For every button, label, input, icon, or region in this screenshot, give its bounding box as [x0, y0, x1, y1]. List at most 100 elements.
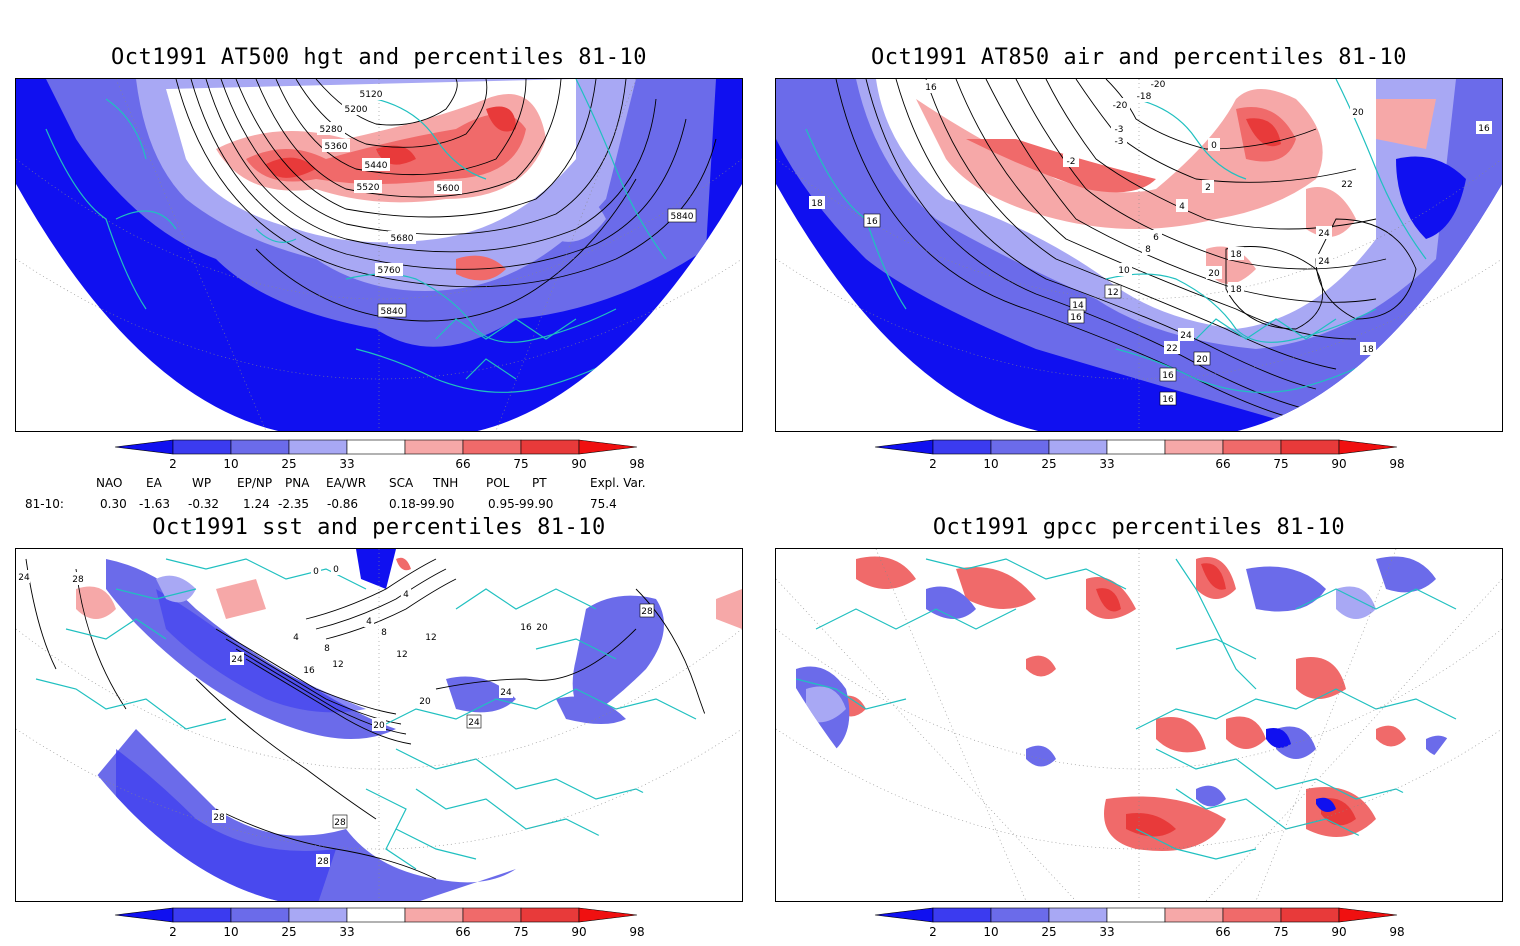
colorbar-label: 98 [629, 457, 644, 471]
colorbar-segment [288, 907, 348, 923]
colorbar-label: 75 [513, 457, 528, 471]
colorbar-segment [990, 439, 1050, 455]
colorbar-label: 2 [929, 925, 937, 939]
contour-label: 24 [231, 655, 243, 665]
contour-label: 16 [866, 217, 878, 227]
colorbar-segment [1222, 439, 1282, 455]
contour-label: 24 [1318, 229, 1330, 239]
tele-value: -0.32 [188, 497, 220, 511]
contour-labels: 16 -20 -18 -20 -3 -3 -2 0 2 4 6 8 10 12 … [809, 79, 1492, 406]
contour-label: 8 [381, 628, 387, 638]
colorbar-segment [462, 907, 522, 923]
colorbar-label: 66 [1215, 457, 1230, 471]
contour-label: 4 [366, 617, 372, 627]
colorbar-segment [172, 907, 232, 923]
contour-label: 18 [1230, 285, 1242, 295]
panel-title-gpcc: Oct1991 gpcc percentiles 81-10 [932, 515, 1346, 540]
panel-title-sst: Oct1991 sst and percentiles 81-10 [152, 515, 606, 540]
contour-label: 12 [396, 650, 407, 660]
colorbar-label: 33 [339, 925, 354, 939]
colorbar-segment [462, 439, 522, 455]
tele-header: WP [192, 476, 212, 490]
contour-label: 20 [1208, 269, 1220, 279]
tele-header: EA/WR [326, 476, 367, 490]
contour-label: 4 [1179, 202, 1185, 212]
colorbar-segment [1106, 439, 1166, 455]
contour-label: 5120 [360, 90, 383, 100]
colorbar-segment [874, 907, 934, 923]
contour-label: 16 [1162, 395, 1174, 405]
colorbar-label: 98 [629, 925, 644, 939]
colorbar-label: 90 [1331, 457, 1346, 471]
colorbar-segment [520, 907, 580, 923]
contour-label: 5520 [357, 183, 380, 193]
colorbar-segment [114, 439, 174, 455]
contour-label: 18 [1362, 345, 1374, 355]
colorbar-label: 25 [1041, 457, 1056, 471]
contour-label: 24 [468, 718, 480, 728]
colorbar-label: 33 [339, 457, 354, 471]
colorbar-segment [578, 907, 638, 923]
tele-value: 0.95-99.90 [488, 497, 554, 511]
contour-label: 0 [1211, 141, 1217, 151]
colorbar-label: 2 [169, 925, 177, 939]
contour-label: 24 [500, 688, 512, 698]
colorbar-label: 2 [169, 457, 177, 471]
tele-value: -2.35 [278, 497, 310, 511]
contour-label: 20 [1196, 355, 1208, 365]
colorbar-segment [520, 439, 580, 455]
colorbar-label: 75 [1273, 925, 1288, 939]
colorbar-segment [230, 439, 290, 455]
map-panel-air850: 16 -20 -18 -20 -3 -3 -2 0 2 4 6 8 10 12 … [775, 78, 1503, 432]
colorbar-label: 25 [281, 457, 296, 471]
contour-label: 28 [213, 813, 225, 823]
colorbar-segment [1338, 439, 1398, 455]
contour-label: 28 [72, 575, 84, 585]
contour-label: 8 [1145, 245, 1151, 255]
contour-label: 16 [303, 666, 315, 676]
colorbar-segment [1048, 907, 1108, 923]
colorbar-segment [932, 439, 992, 455]
contour-label: -2 [1067, 157, 1076, 167]
contour-label: 18 [811, 199, 823, 209]
colorbar-segment [346, 439, 406, 455]
contour-label: 2 [1205, 183, 1211, 193]
contour-labels: 24 28 0 0 4 4 4 8 8 12 12 16 24 20 20 24… [18, 562, 655, 867]
tele-value: 75.4 [590, 497, 617, 511]
contour-label: 5760 [378, 266, 401, 276]
tele-value: 1.24 [243, 497, 270, 511]
colorbar-segment [1048, 439, 1108, 455]
map-hgt500: 5120 5200 5280 5360 5440 5520 5600 5680 … [16, 79, 742, 431]
colorbar-label: 33 [1099, 925, 1114, 939]
colorbar-label: 90 [571, 457, 586, 471]
colorbar-label: 10 [983, 457, 998, 471]
colorbar-segment [990, 907, 1050, 923]
colorbar-label: 75 [1273, 457, 1288, 471]
contour-label: 16 [1162, 371, 1174, 381]
contour-label: 0 [333, 565, 339, 575]
tele-value: -1.63 [139, 497, 171, 511]
contour-label: 24 [1318, 257, 1330, 267]
colorbar-label: 66 [1215, 925, 1230, 939]
colorbar-segment [1338, 907, 1398, 923]
colorbar-bottom-right: 2 10 25 33 66 75 90 98 [874, 906, 1405, 946]
contour-label: 12 [425, 633, 436, 643]
colorbar-segment [1280, 439, 1340, 455]
colorbar-top-left: 2 10 25 33 66 75 90 98 [114, 438, 645, 478]
map-panel-hgt500: 5120 5200 5280 5360 5440 5520 5600 5680 … [15, 78, 743, 432]
contour-label: 28 [641, 607, 653, 617]
colorbar-segment [288, 439, 348, 455]
colorbar-label: 10 [223, 457, 238, 471]
contour-label: 16 [1070, 313, 1082, 323]
colorbar-segment [230, 907, 290, 923]
contour-label: 16 [1478, 124, 1490, 134]
contour-label: 5280 [320, 125, 343, 135]
colorbar-segment [1164, 907, 1224, 923]
contour-label: 5600 [437, 184, 460, 194]
colorbar-segment [404, 907, 464, 923]
colorbar-segment [874, 439, 934, 455]
contour-label: 4 [293, 633, 299, 643]
contour-label: 12 [1107, 288, 1118, 298]
tele-header: NAO [96, 476, 123, 490]
colorbar-label: 33 [1099, 457, 1114, 471]
